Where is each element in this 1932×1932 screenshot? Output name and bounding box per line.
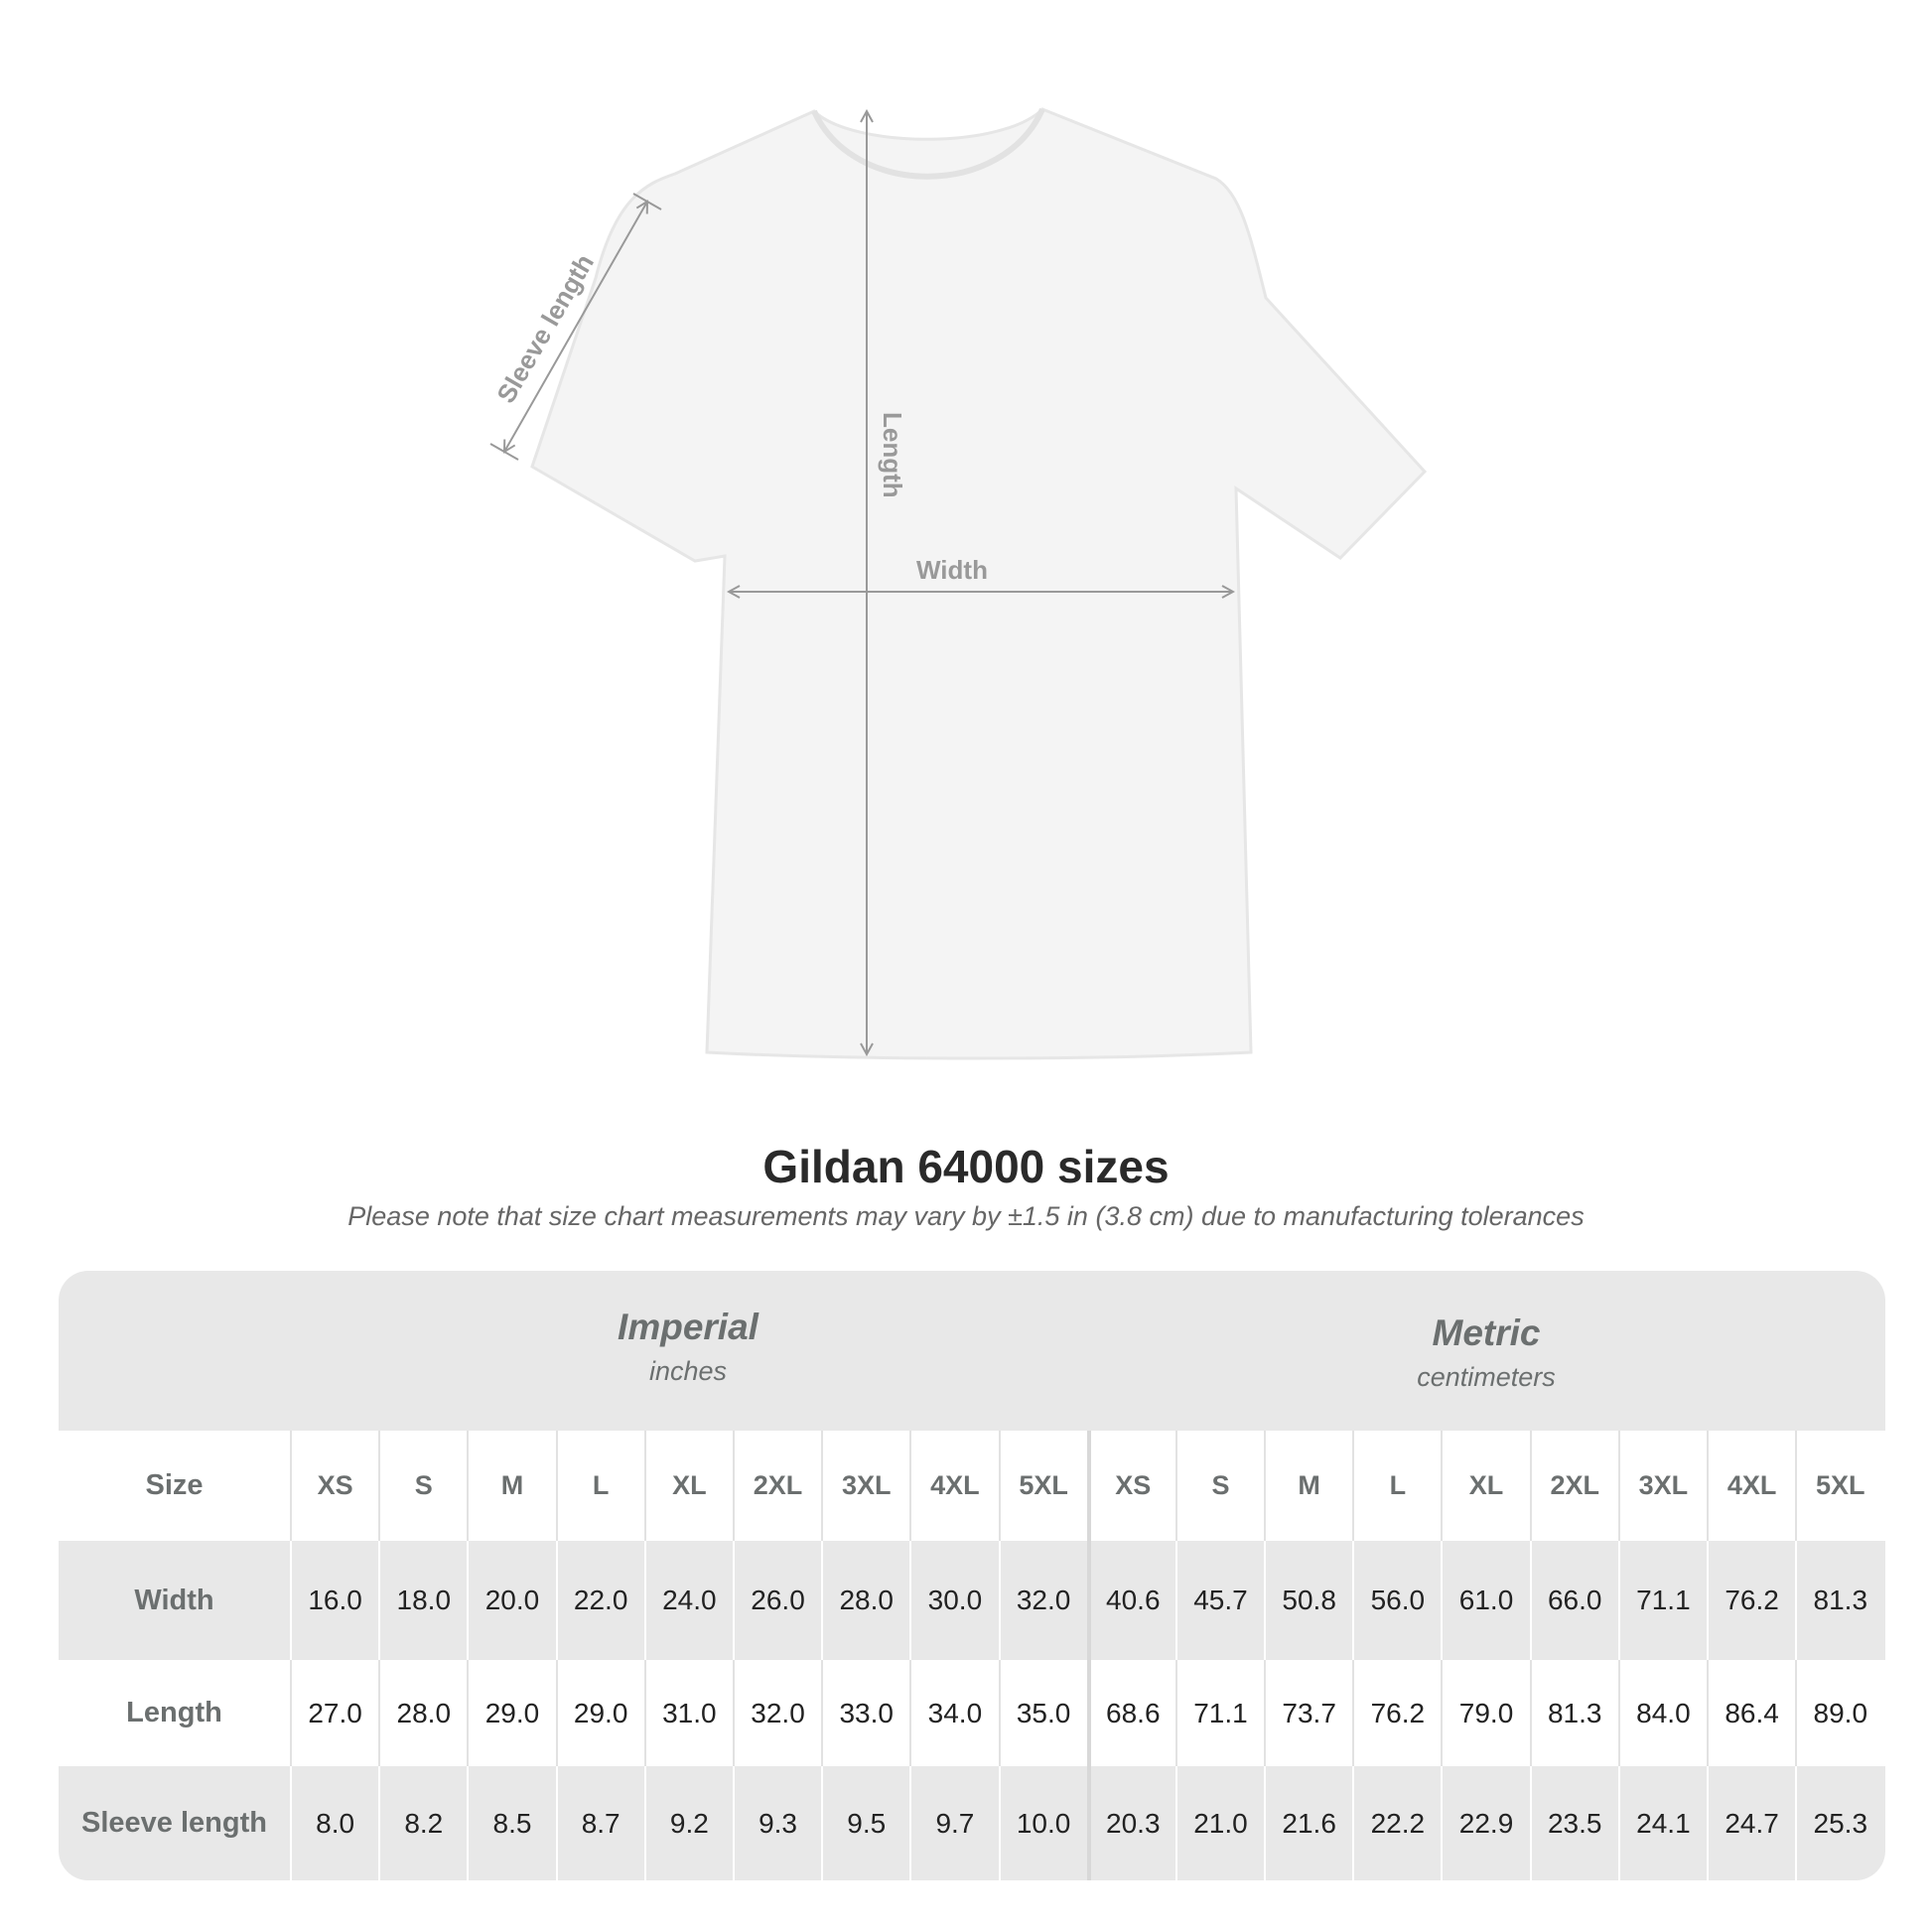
table-cell: 32.0 xyxy=(998,1541,1087,1660)
table-cell: 24.1 xyxy=(1617,1766,1707,1880)
table-cell: 16.0 xyxy=(290,1541,378,1660)
imperial-unit: inches xyxy=(648,1356,728,1386)
size-row: Size XS S M L XL 2XL 3XL 4XL 5XL XS S M L XL 2XL 3XL 4XL… xyxy=(59,1431,1885,1541)
table-cell: 32.0 xyxy=(732,1660,821,1766)
table-cell: 22.9 xyxy=(1441,1766,1529,1880)
table-cell: 24.0 xyxy=(643,1541,733,1660)
table-cell: 29.0 xyxy=(467,1660,555,1766)
table-cell: 18.0 xyxy=(378,1541,467,1660)
table-cell: 29.0 xyxy=(555,1660,644,1766)
table-row: Length 27.0 28.0 29.0 29.0 31.0 32.0 33.0 34.0 35… xyxy=(59,1660,1885,1766)
table-cell: 56.0 xyxy=(1352,1541,1441,1660)
table-cell: 33.0 xyxy=(821,1660,909,1766)
tshirt-diagram: Length Width Sleeve length xyxy=(489,107,1428,1060)
table-cell: 8.5 xyxy=(467,1766,555,1880)
table-cell: 71.1 xyxy=(1174,1660,1264,1766)
size-header-cell: S xyxy=(1174,1431,1264,1541)
table-cell: 31.0 xyxy=(643,1660,733,1766)
tolerance-note: Please note that size chart measurements… xyxy=(347,1201,1585,1231)
table-cell: 73.7 xyxy=(1264,1660,1352,1766)
size-header-cell: 2XL xyxy=(732,1431,821,1541)
table-cell: 81.3 xyxy=(1529,1660,1618,1766)
size-header-cell: XS xyxy=(1086,1431,1175,1541)
size-header-cell: L xyxy=(555,1431,644,1541)
table-cell: 28.0 xyxy=(821,1541,909,1660)
size-header-cell: L xyxy=(1352,1431,1441,1541)
row-label: Length xyxy=(126,1697,222,1728)
table-cell: 68.6 xyxy=(1086,1660,1175,1766)
table-cell: 26.0 xyxy=(732,1541,821,1660)
size-header-cell: 4XL xyxy=(1707,1431,1795,1541)
page-title: Gildan 64000 sizes xyxy=(762,1141,1170,1192)
table-row: Sleeve length 8.0 8.2 8.5 8.7 9.2 9.3 9.5 9.7 10.… xyxy=(59,1766,1885,1880)
table-cell: 21.6 xyxy=(1264,1766,1352,1880)
table-cell: 22.0 xyxy=(555,1541,644,1660)
table-cell: 76.2 xyxy=(1352,1660,1441,1766)
size-header-cell: XL xyxy=(643,1431,733,1541)
row-label: Size xyxy=(145,1469,204,1501)
size-header-cell: XL xyxy=(1441,1431,1529,1541)
table-cell: 22.2 xyxy=(1352,1766,1441,1880)
row-label: Sleeve length xyxy=(81,1807,267,1839)
size-header-cell: 5XL xyxy=(998,1431,1087,1541)
table-cell: 9.5 xyxy=(821,1766,909,1880)
size-header-cell: 3XL xyxy=(1617,1431,1707,1541)
table-cell: 8.7 xyxy=(555,1766,644,1880)
metric-title: Metric xyxy=(1432,1312,1541,1353)
width-label: Width xyxy=(916,555,988,585)
row-label: Width xyxy=(134,1584,214,1616)
table-cell: 27.0 xyxy=(290,1660,378,1766)
table-cell: 35.0 xyxy=(998,1660,1087,1766)
table-cell: 71.1 xyxy=(1617,1541,1707,1660)
sleeve-arrow xyxy=(504,202,647,452)
table-cell: 81.3 xyxy=(1795,1541,1883,1660)
table-cell: 50.8 xyxy=(1264,1541,1352,1660)
table-cell: 20.3 xyxy=(1086,1766,1175,1880)
table-cell: 9.7 xyxy=(909,1766,998,1880)
table-cell: 34.0 xyxy=(909,1660,998,1766)
size-header-cell: M xyxy=(467,1431,555,1541)
size-header-cell: 5XL xyxy=(1795,1431,1883,1541)
table-cell: 40.6 xyxy=(1086,1541,1175,1660)
imperial-header: Imperial inches xyxy=(290,1271,1086,1431)
imperial-title: Imperial xyxy=(618,1307,759,1347)
size-header-cell: 3XL xyxy=(821,1431,909,1541)
table-cell: 8.0 xyxy=(290,1766,378,1880)
table-cell: 23.5 xyxy=(1529,1766,1618,1880)
table-cell: 61.0 xyxy=(1441,1541,1529,1660)
size-header-cell: S xyxy=(378,1431,467,1541)
length-label: Length xyxy=(878,412,907,498)
table-cell: 79.0 xyxy=(1441,1660,1529,1766)
table-cell: 30.0 xyxy=(909,1541,998,1660)
table-cell: 45.7 xyxy=(1174,1541,1264,1660)
table-cell: 89.0 xyxy=(1795,1660,1883,1766)
table-cell: 10.0 xyxy=(998,1766,1087,1880)
table-cell: 84.0 xyxy=(1617,1660,1707,1766)
metric-unit: centimeters xyxy=(1417,1362,1556,1392)
size-table: Imperial inches Metric centimeters Size … xyxy=(59,1271,1885,1880)
table-cell: 20.0 xyxy=(467,1541,555,1660)
size-header-cell: XS xyxy=(290,1431,378,1541)
table-cell: 24.7 xyxy=(1707,1766,1795,1880)
table-cell: 9.3 xyxy=(732,1766,821,1880)
table-row: Width 16.0 18.0 20.0 22.0 24.0 26.0 28.0 30.0 32.… xyxy=(59,1541,1885,1660)
table-cell: 66.0 xyxy=(1529,1541,1618,1660)
table-cell: 21.0 xyxy=(1174,1766,1264,1880)
table-cell: 28.0 xyxy=(378,1660,467,1766)
metric-header: Metric centimeters xyxy=(1087,1271,1885,1431)
size-header-cell: M xyxy=(1264,1431,1352,1541)
table-cell: 76.2 xyxy=(1707,1541,1795,1660)
table-cell: 9.2 xyxy=(643,1766,733,1880)
size-header-cell: 4XL xyxy=(909,1431,998,1541)
table-cell: 86.4 xyxy=(1707,1660,1795,1766)
table-cell: 8.2 xyxy=(378,1766,467,1880)
size-header-cell: 2XL xyxy=(1529,1431,1618,1541)
table-cell: 25.3 xyxy=(1795,1766,1883,1880)
